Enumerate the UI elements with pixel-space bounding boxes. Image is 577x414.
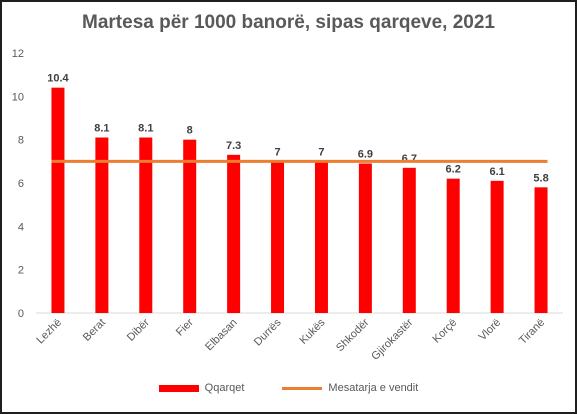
data-label: 6.2: [446, 164, 461, 176]
data-label: 6.9: [358, 149, 373, 161]
bar-4: [227, 154, 241, 313]
y-tick-label: 4: [18, 221, 24, 233]
x-tick-label: Elbasan: [203, 317, 240, 354]
bar-2: [139, 137, 153, 313]
data-label: 6.7: [402, 153, 417, 165]
y-tick-label: 8: [18, 135, 24, 147]
x-tick-label: Kukës: [297, 316, 327, 346]
x-tick-label: Durrës: [252, 316, 284, 348]
legend-item-average: Mesatarja e vendit: [282, 382, 418, 394]
x-tick-label: Tiranë: [517, 317, 547, 347]
y-tick-label: 12: [12, 48, 24, 60]
data-label: 6.1: [489, 166, 504, 178]
legend-label-average: Mesatarja e vendit: [328, 382, 419, 394]
y-tick-label: 0: [18, 308, 24, 320]
bar-7: [358, 163, 372, 313]
bar-8: [402, 167, 416, 313]
data-label: 8: [187, 125, 193, 137]
data-label: 8.1: [138, 123, 153, 135]
bar-0: [51, 87, 65, 314]
data-label: 5.8: [533, 172, 548, 184]
chart-legend: Qqarqet Mesatarja e vendit: [0, 382, 577, 394]
y-tick-label: 10: [12, 91, 24, 103]
x-tick-label: Shkodër: [334, 316, 372, 354]
legend-swatch-average: [282, 386, 323, 390]
legend-item-bars: Qqarqet: [158, 382, 245, 394]
x-tick-label: Gjirokastër: [369, 316, 415, 362]
data-label: 10.4: [47, 73, 69, 85]
bar-3: [183, 139, 197, 313]
x-tick-label: Dibër: [125, 316, 152, 343]
data-label: 7.3: [226, 140, 241, 152]
legend-label-bars: Qqarqet: [204, 382, 245, 394]
y-tick-label: 2: [18, 265, 24, 277]
bar-10: [490, 180, 504, 313]
legend-swatch-bars: [158, 384, 199, 392]
bar-9: [446, 178, 460, 313]
bar-11: [534, 187, 548, 313]
data-label: 7: [318, 146, 324, 158]
x-tick-label: Lezhë: [34, 317, 64, 347]
x-tick-label: Vlorë: [477, 317, 504, 344]
x-tick-label: Korçë: [431, 317, 460, 346]
bar-6: [314, 161, 328, 313]
data-label: 7: [274, 146, 280, 158]
bar-5: [271, 161, 285, 313]
y-tick-label: 6: [18, 178, 24, 190]
x-tick-label: Berat: [81, 317, 108, 344]
data-label: 8.1: [94, 123, 109, 135]
chart-title: Martesa për 1000 banorë, sipas qarqeve, …: [82, 12, 495, 33]
x-tick-label: Fier: [174, 316, 196, 338]
bar-1: [95, 137, 109, 313]
